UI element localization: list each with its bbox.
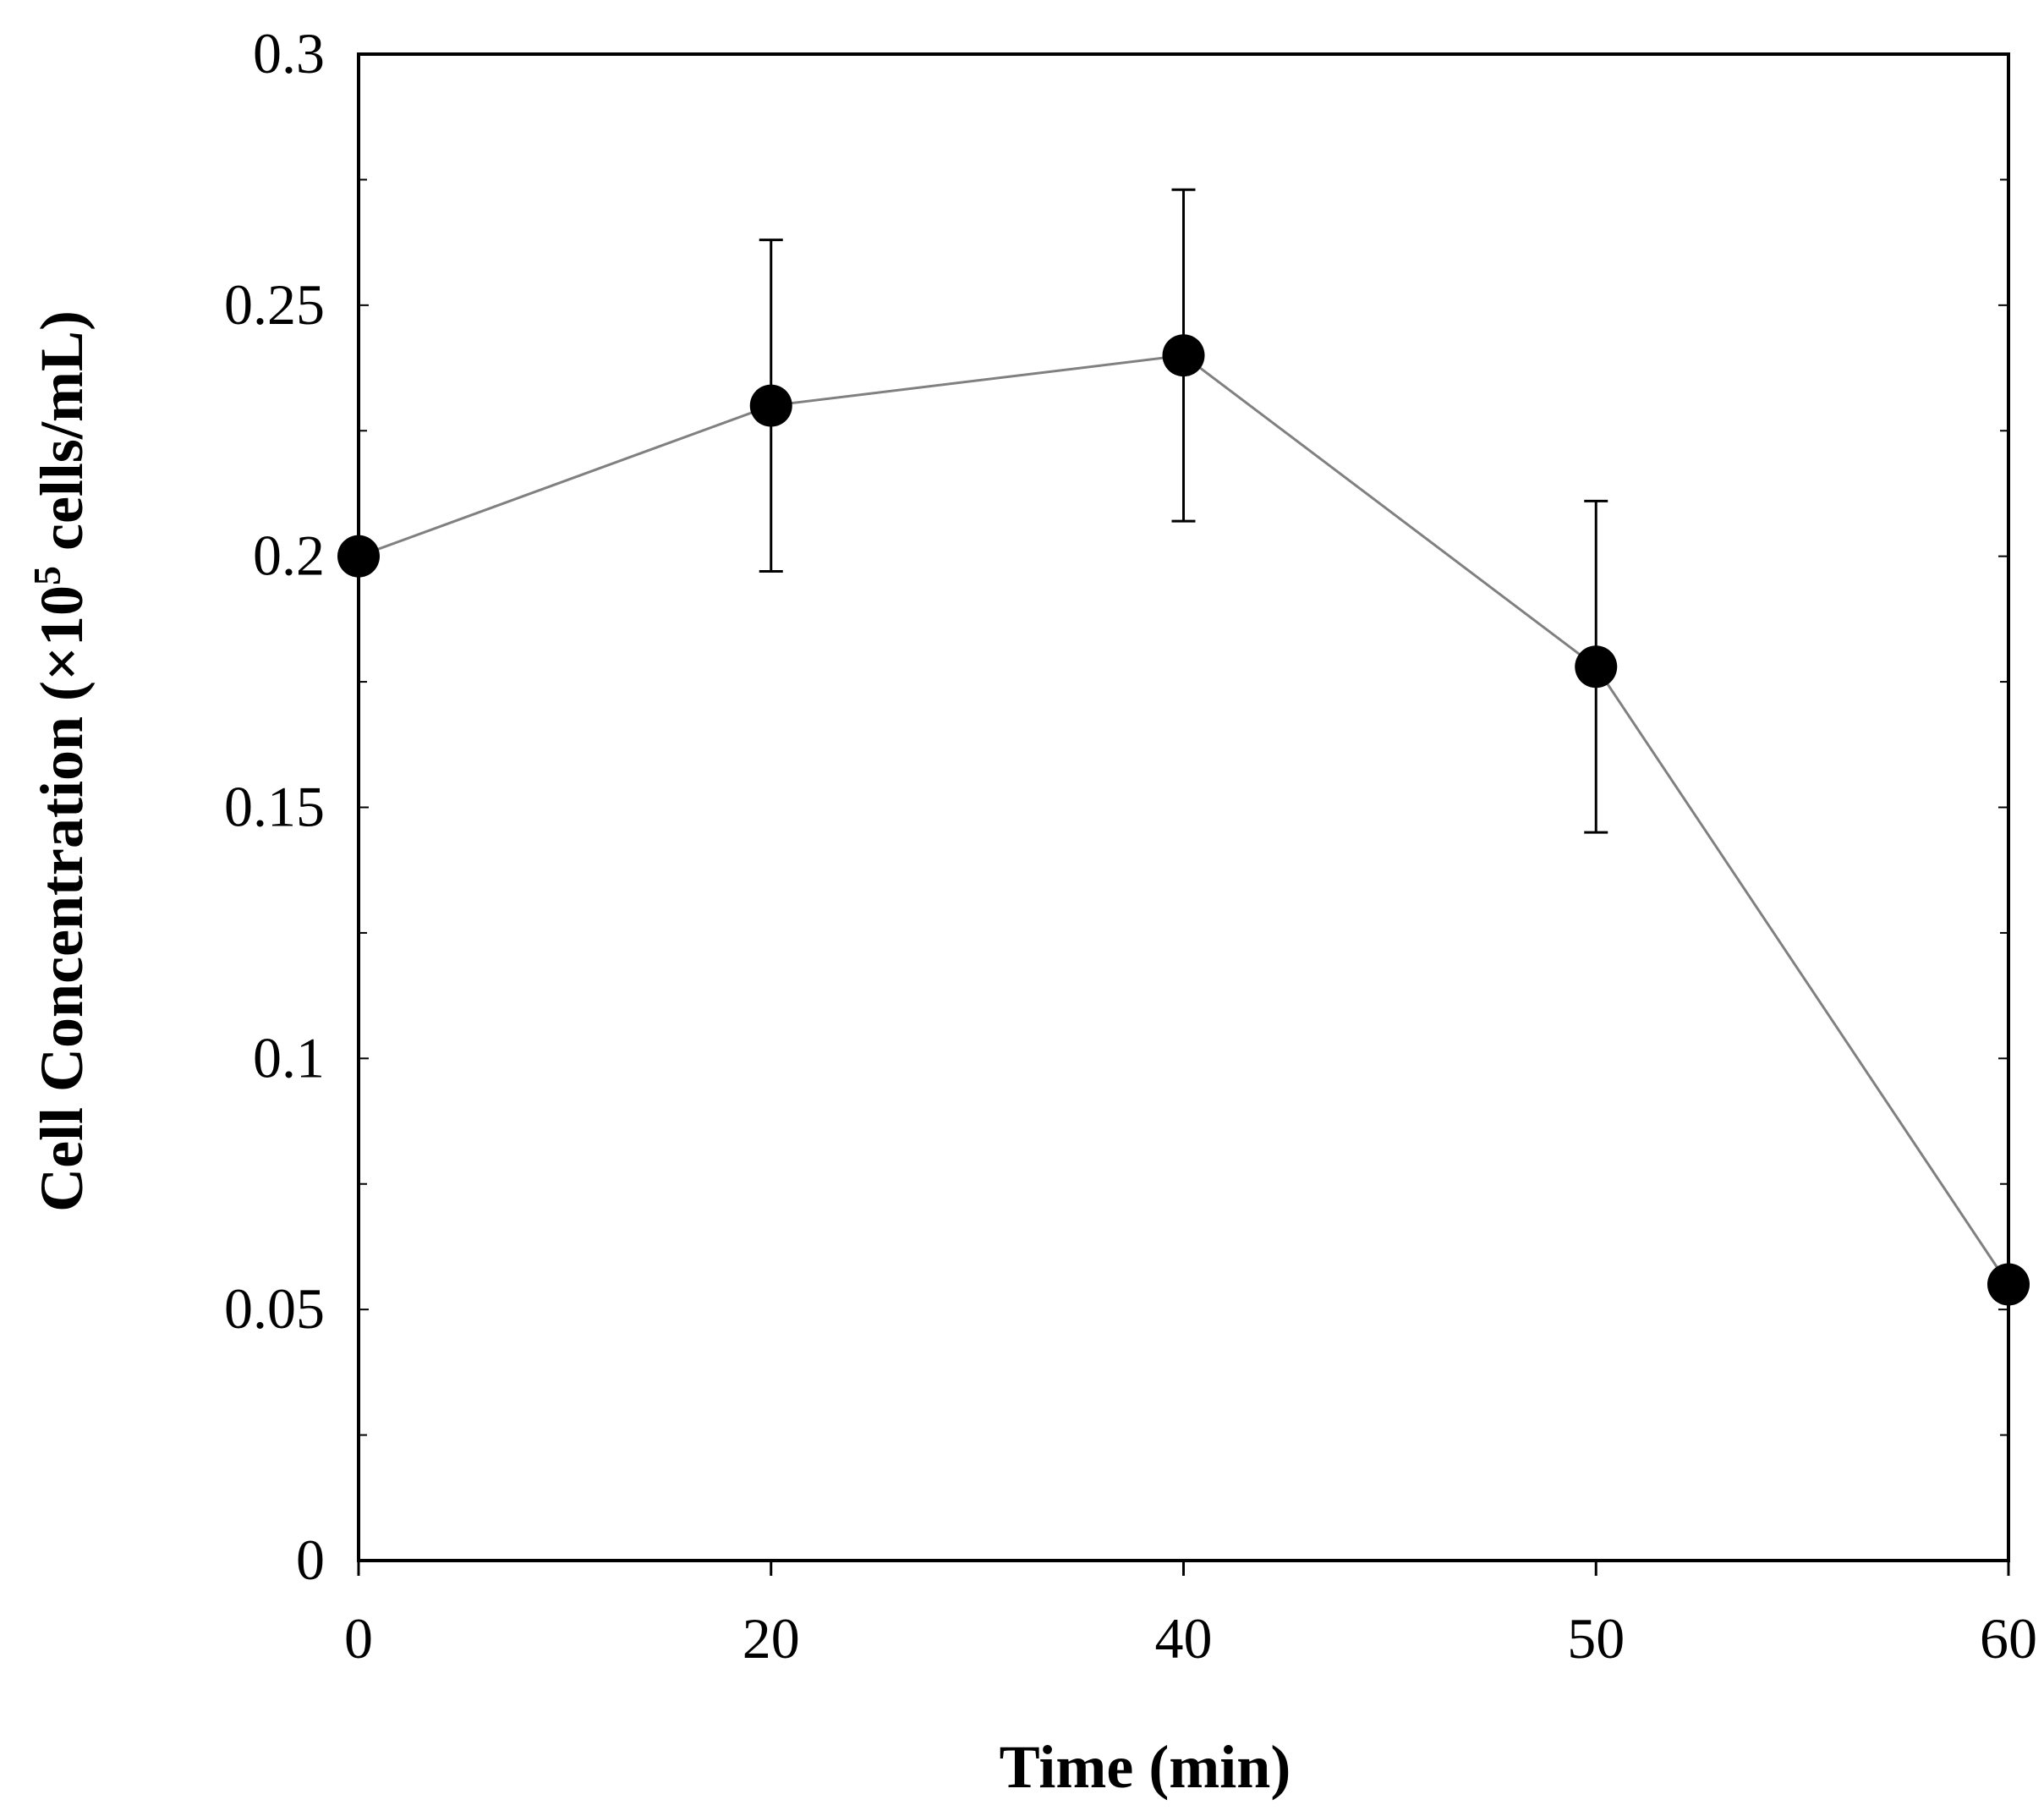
y-tick-label: 0.2 bbox=[253, 524, 325, 588]
y-axis-title: Cell Concentration (×105 cells/mL) bbox=[25, 310, 96, 1212]
y-axis-title-superscript: 5 bbox=[25, 566, 68, 585]
x-tick-label: 60 bbox=[1980, 1606, 2037, 1671]
y-tick-label: 0.25 bbox=[224, 272, 325, 337]
y-axis-title-prefix: Cell Concentration (×10 bbox=[28, 585, 96, 1212]
x-tick-label: 50 bbox=[1567, 1606, 1625, 1671]
series-layer bbox=[337, 188, 2030, 1306]
y-tick-label: 0 bbox=[296, 1528, 325, 1592]
x-tick-label: 40 bbox=[1155, 1606, 1213, 1671]
y-tick-label: 0.3 bbox=[253, 21, 325, 85]
y-tick-label: 0.15 bbox=[224, 775, 325, 839]
y-tick-label: 0.05 bbox=[224, 1276, 325, 1341]
x-axis-tick-labels: 0 20 40 50 60 bbox=[344, 1606, 2037, 1671]
x-axis-title: Time (min) bbox=[1000, 1733, 1291, 1801]
data-point bbox=[1162, 334, 1205, 377]
data-point bbox=[749, 384, 792, 427]
axes bbox=[357, 52, 2010, 1576]
y-tick-label: 0.1 bbox=[253, 1025, 325, 1089]
y-axis-tick-labels: 0 0.05 0.1 0.15 0.2 0.25 0.3 bbox=[224, 21, 325, 1592]
x-tick-label: 0 bbox=[344, 1606, 373, 1671]
x-tick-label: 20 bbox=[743, 1606, 800, 1671]
data-point bbox=[1575, 645, 1618, 689]
y-axis-title-suffix: cells/mL) bbox=[28, 310, 96, 566]
